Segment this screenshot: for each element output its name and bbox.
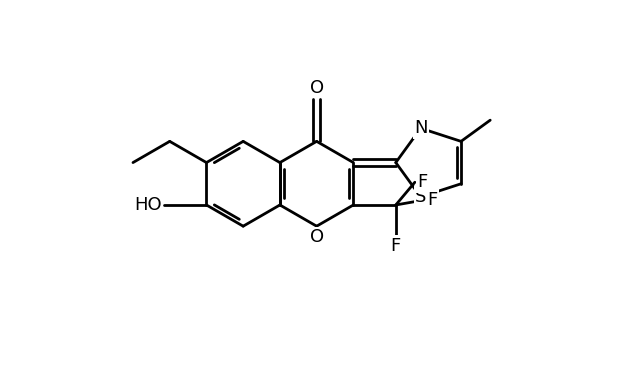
Text: F: F xyxy=(417,173,428,191)
Text: O: O xyxy=(310,79,324,97)
Text: F: F xyxy=(390,237,401,255)
Text: F: F xyxy=(428,191,438,209)
Text: N: N xyxy=(414,119,428,137)
Text: O: O xyxy=(310,228,324,246)
Text: HO: HO xyxy=(134,196,162,214)
Text: S: S xyxy=(415,188,426,206)
